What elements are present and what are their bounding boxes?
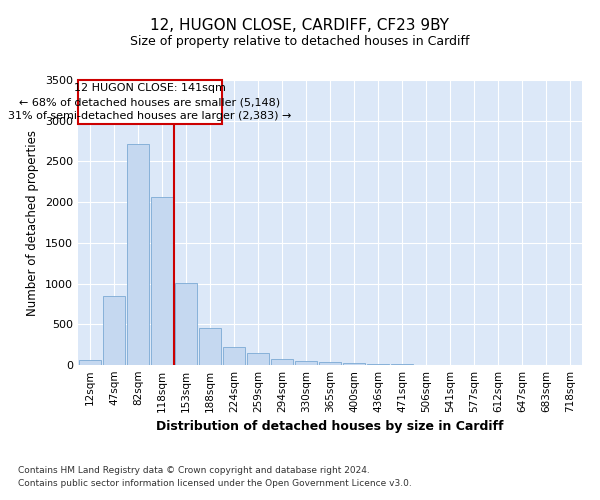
Bar: [391, 364, 413, 365]
Text: Contains HM Land Registry data © Crown copyright and database right 2024.: Contains HM Land Registry data © Crown c…: [18, 466, 370, 475]
Bar: [127, 144, 149, 365]
Bar: [223, 348, 245, 365]
Text: Contains public sector information licensed under the Open Government Licence v3: Contains public sector information licen…: [18, 479, 412, 488]
Text: 12, HUGON CLOSE, CARDIFF, CF23 9BY: 12, HUGON CLOSE, CARDIFF, CF23 9BY: [151, 18, 449, 32]
Text: 31% of semi-detached houses are larger (2,383) →: 31% of semi-detached houses are larger (…: [8, 112, 292, 122]
Bar: [103, 296, 125, 365]
Bar: [271, 359, 293, 365]
Bar: [175, 283, 197, 365]
Bar: [79, 360, 101, 365]
Bar: [343, 363, 365, 365]
Bar: [319, 362, 341, 365]
Bar: [151, 198, 173, 365]
Text: 12 HUGON CLOSE: 141sqm: 12 HUGON CLOSE: 141sqm: [74, 83, 226, 93]
Y-axis label: Number of detached properties: Number of detached properties: [26, 130, 40, 316]
Bar: [295, 360, 317, 365]
Bar: [247, 353, 269, 365]
Bar: [199, 328, 221, 365]
Bar: [367, 364, 389, 365]
Text: ← 68% of detached houses are smaller (5,148): ← 68% of detached houses are smaller (5,…: [19, 97, 281, 107]
FancyBboxPatch shape: [78, 80, 222, 124]
X-axis label: Distribution of detached houses by size in Cardiff: Distribution of detached houses by size …: [156, 420, 504, 434]
Text: Size of property relative to detached houses in Cardiff: Size of property relative to detached ho…: [130, 35, 470, 48]
